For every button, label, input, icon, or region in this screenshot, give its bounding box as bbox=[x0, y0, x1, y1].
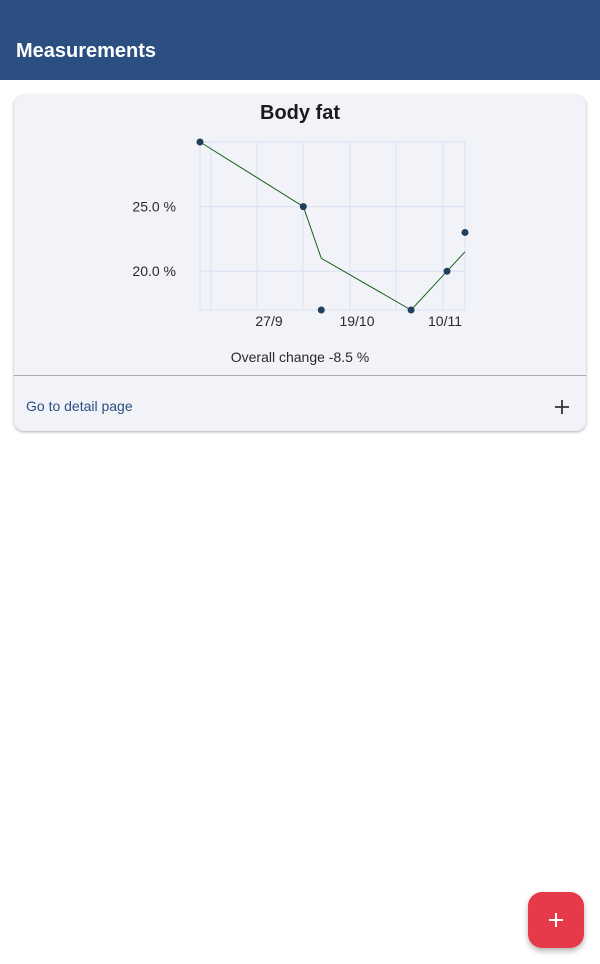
plus-icon bbox=[549, 913, 563, 927]
x-tick-label: 10/11 bbox=[428, 313, 462, 329]
data-point-2 bbox=[317, 306, 325, 314]
card-divider bbox=[14, 375, 586, 376]
data-point-4 bbox=[443, 267, 451, 275]
data-point-5 bbox=[461, 228, 469, 236]
data-point-1 bbox=[299, 203, 307, 211]
go-to-detail-link[interactable]: Go to detail page bbox=[26, 398, 133, 414]
add-fab-button[interactable] bbox=[528, 892, 584, 948]
app-bar: Measurements bbox=[0, 0, 600, 80]
body-fat-card: Body fat 25.0 % 20.0 % 27/9 19/10 10/11 Over… bbox=[14, 95, 586, 431]
plus-icon bbox=[555, 400, 569, 414]
add-measurement-button[interactable] bbox=[550, 395, 574, 419]
x-tick-label: 19/10 bbox=[339, 313, 374, 329]
y-tick-label: 20.0 % bbox=[132, 263, 176, 279]
x-tick-label: 27/9 bbox=[255, 313, 282, 329]
data-point-3 bbox=[407, 306, 415, 314]
overall-change-label: Overall change -8.5 % bbox=[230, 349, 370, 365]
series-line-0 bbox=[199, 141, 466, 311]
data-point-0 bbox=[196, 138, 204, 146]
body-fat-chart: 25.0 % 20.0 % 27/9 19/10 10/11 bbox=[132, 138, 469, 329]
page-title: Measurements bbox=[16, 40, 157, 62]
chart-title: Body fat bbox=[260, 102, 340, 124]
y-tick-label: 25.0 % bbox=[132, 199, 176, 215]
